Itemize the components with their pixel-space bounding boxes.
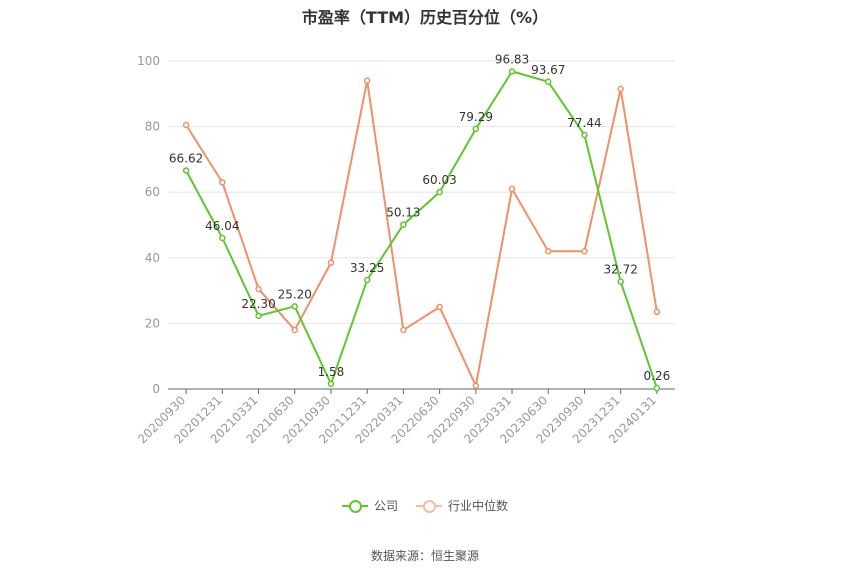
- company-data-label: 79.29: [459, 110, 493, 124]
- data-source: 数据来源：恒生聚源: [370, 549, 479, 563]
- company-point: [255, 312, 262, 320]
- company-point: [545, 78, 552, 86]
- company-data-label: 93.67: [531, 63, 565, 77]
- company-point: [400, 221, 407, 228]
- company-data-label: 77.44: [567, 116, 601, 130]
- company-point: [472, 125, 480, 133]
- legend-company-label: 公司: [373, 499, 398, 513]
- legend: 公司 行业中位数: [0, 497, 850, 514]
- company-data-label: 46.04: [205, 219, 239, 233]
- company-point: [182, 167, 190, 174]
- y-tick-label: 20: [145, 316, 160, 330]
- y-tick-label: 40: [145, 251, 160, 265]
- axis-layer: 0204060801002020093020201231202103312021…: [135, 54, 675, 446]
- industry-point: [508, 185, 516, 193]
- legend-industry-label: 行业中位数: [448, 499, 509, 513]
- grid-layer: [168, 60, 675, 324]
- industry-point: [291, 326, 298, 334]
- company-point: [291, 303, 298, 310]
- industry-point: [219, 179, 226, 186]
- industry-point: [472, 382, 480, 389]
- company-data-label: 0.26: [644, 369, 671, 383]
- industry-point: [436, 303, 443, 311]
- company-point: [363, 276, 371, 284]
- industry-point: [255, 285, 262, 293]
- company-data-label: 25.20: [278, 287, 312, 301]
- company-point: [327, 380, 335, 388]
- y-tick-label: 100: [137, 54, 160, 68]
- y-tick-label: 80: [145, 120, 160, 134]
- industry-point: [581, 247, 588, 255]
- company-data-label: 50.13: [386, 206, 420, 220]
- company-point: [653, 384, 661, 392]
- company-point: [219, 234, 226, 242]
- company-data-label: 22.30: [241, 297, 275, 311]
- industry-point: [617, 85, 624, 93]
- legend-item-company[interactable]: 公司: [341, 497, 398, 514]
- company-data-label: 33.25: [350, 261, 384, 275]
- company-point: [581, 131, 588, 139]
- company-point: [617, 278, 624, 285]
- company-data-label: 32.72: [603, 263, 637, 277]
- industry-point: [653, 308, 661, 316]
- industry-point: [363, 77, 371, 84]
- chart-title: 市盈率（TTM）历史百分位（%）: [301, 8, 549, 27]
- legend-company-marker-icon: [341, 499, 368, 513]
- series-layer: [182, 68, 661, 392]
- industry-point: [545, 247, 552, 255]
- company-data-label: 96.83: [495, 52, 529, 66]
- company-data-label: 60.03: [422, 173, 456, 187]
- company-series-line: [185, 70, 658, 389]
- company-point: [436, 188, 443, 196]
- industry-point: [182, 121, 190, 129]
- legend-item-industry-median[interactable]: 行业中位数: [416, 497, 508, 514]
- legend-industry-marker-icon: [416, 499, 442, 513]
- company-data-label: 1.58: [318, 365, 345, 379]
- industry-point: [400, 326, 407, 334]
- y-tick-label: 60: [145, 185, 160, 199]
- y-tick-label: 0: [152, 382, 160, 396]
- industry-point: [327, 259, 335, 266]
- company-point: [508, 68, 516, 75]
- company-data-label: 66.62: [169, 151, 203, 165]
- industry-series-line: [185, 79, 658, 387]
